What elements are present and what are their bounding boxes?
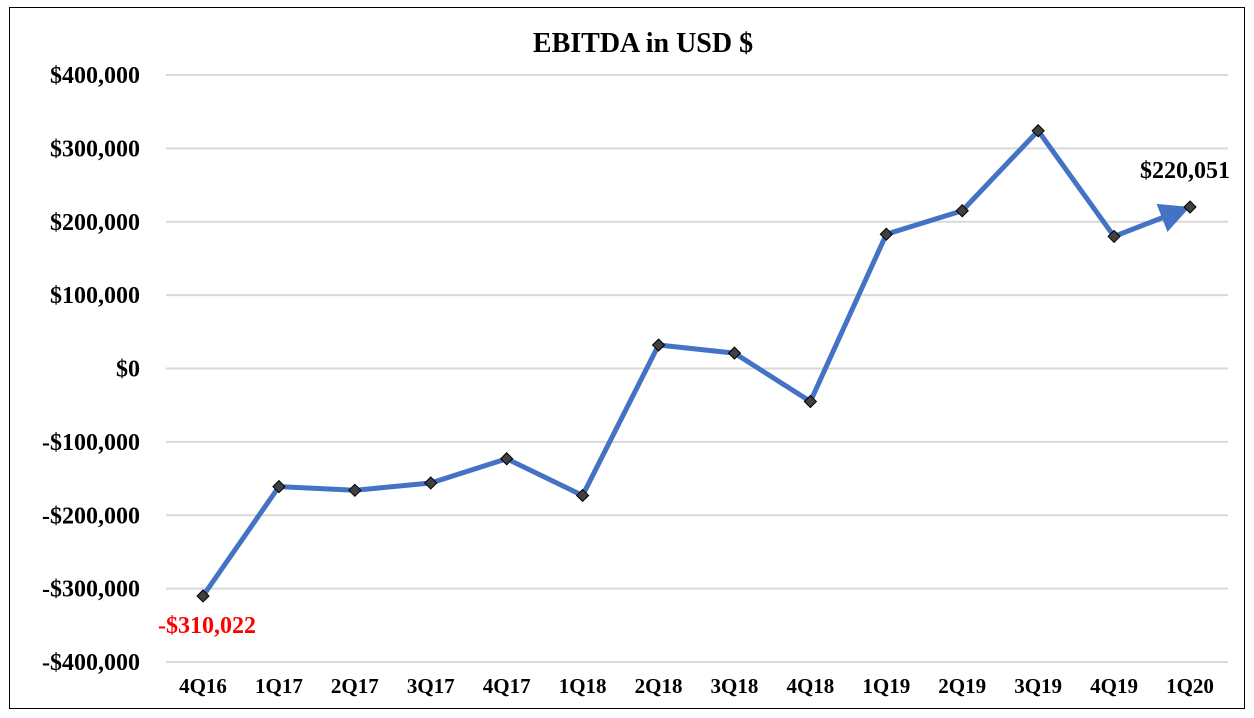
data-point-marker <box>348 483 362 498</box>
data-point-marker <box>196 589 210 603</box>
data-point-marker <box>499 452 514 466</box>
data-point-marker <box>1183 200 1197 214</box>
x-tick-label: 4Q19 <box>1090 674 1138 698</box>
data-point-marker <box>879 227 894 241</box>
series-markers <box>196 124 1197 603</box>
data-point-marker <box>803 394 818 409</box>
y-tick-label: $200,000 <box>50 210 140 236</box>
end-arrowhead <box>1156 203 1190 232</box>
data-point-marker <box>1107 229 1121 244</box>
x-tick-label: 1Q19 <box>862 674 910 698</box>
chart-title: EBITDA in USD $ <box>533 28 753 59</box>
x-tick-label: 4Q17 <box>483 674 531 698</box>
x-tick-label: 3Q17 <box>407 674 455 698</box>
y-tick-label: -$400,000 <box>42 650 140 676</box>
x-axis-labels: 4Q16 1Q17 2Q17 3Q17 4Q17 1Q18 2Q18 3Q18 4Q18 1Q19… <box>179 674 1214 698</box>
data-point-marker <box>727 346 742 360</box>
data-point-marker <box>1031 124 1045 138</box>
x-tick-label: 2Q17 <box>331 674 379 698</box>
y-tick-label: $300,000 <box>50 136 140 162</box>
y-tick-label: $400,000 <box>50 63 140 89</box>
data-point-marker <box>651 338 666 352</box>
data-label: -$310,022 <box>158 613 256 639</box>
data-point-marker <box>575 488 590 503</box>
grid-lines <box>166 74 1228 663</box>
y-tick-label: -$200,000 <box>42 503 140 529</box>
y-tick-label: $0 <box>116 357 140 383</box>
y-tick-label: -$300,000 <box>42 577 140 603</box>
data-labels: -$310,022 $220,051 <box>158 158 1230 639</box>
y-tick-label: $100,000 <box>50 283 140 309</box>
chart-frame <box>9 7 1245 709</box>
data-point-marker <box>424 476 438 490</box>
data-label: $220,051 <box>1140 158 1230 184</box>
x-tick-label: 3Q19 <box>1014 674 1062 698</box>
x-tick-label: 2Q18 <box>635 674 683 698</box>
data-point-marker <box>272 479 286 494</box>
x-tick-label: 4Q18 <box>786 674 834 698</box>
series-line <box>200 128 1190 599</box>
x-tick-label: 1Q20 <box>1166 674 1214 698</box>
series-line-path <box>200 128 1165 599</box>
y-tick-label: -$100,000 <box>42 430 140 456</box>
y-axis-labels: $400,000 $300,000 $200,000 $100,000 $0 -$100,… <box>42 63 140 676</box>
data-point-marker <box>955 204 969 218</box>
x-tick-label: 4Q16 <box>179 674 227 698</box>
x-tick-label: 2Q19 <box>938 674 986 698</box>
x-tick-label: 3Q18 <box>711 674 759 698</box>
x-tick-label: 1Q17 <box>255 674 303 698</box>
x-tick-label: 1Q18 <box>559 674 607 698</box>
